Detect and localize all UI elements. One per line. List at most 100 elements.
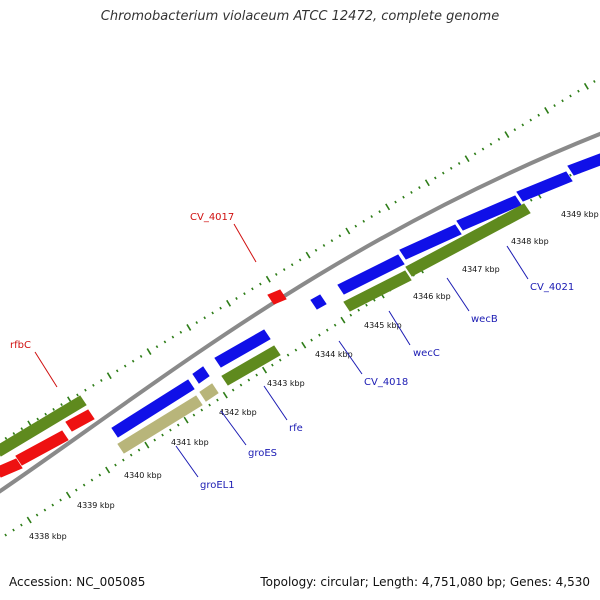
CV_4017-feature[interactable] [267,289,287,305]
gene-feature[interactable] [399,224,462,260]
gene-label[interactable]: groES [248,448,277,459]
minor-tick [278,358,282,362]
groEL1-feature[interactable] [111,379,195,438]
gene-feature[interactable] [199,383,219,402]
CV_4018-feature[interactable] [310,294,327,310]
red-feature-b[interactable] [0,458,23,478]
gene-feature[interactable] [310,294,327,310]
gene-label[interactable]: groEL1 [200,480,235,491]
gene-feature[interactable] [567,152,600,176]
gene-feature[interactable] [0,395,87,457]
gene-label-leader [338,340,363,375]
major-tick [186,324,192,331]
minor-tick [52,407,55,411]
gene-feature[interactable] [343,270,412,312]
gene-feature[interactable] [214,329,271,368]
major-tick [26,516,32,524]
gene-label-leader [175,445,199,478]
gene-feature[interactable] [516,171,573,202]
outer-tick-ring [4,80,596,440]
pale-feature-b[interactable] [199,383,219,402]
reverse-feature-c[interactable] [405,203,531,277]
minor-tick [441,171,445,175]
minor-tick [434,176,437,180]
minor-tick [349,313,353,317]
minor-tick [4,533,8,537]
gene-feature[interactable] [117,395,203,454]
wecB-feature[interactable] [399,224,462,260]
wecC-feature[interactable] [337,254,405,295]
minor-tick [310,338,313,342]
minor-tick [569,94,572,98]
minor-tick [211,311,214,315]
major-tick [226,299,232,307]
tick-label: 4346 kbp [413,292,451,301]
gene-feature[interactable] [111,379,195,438]
gene-feature[interactable] [456,195,522,231]
minor-tick [139,354,143,358]
gene-labels: rfbC CV_4017 groEL1 groES rfe CV_4018 wecC wecB… [10,212,574,491]
reverse-feature-a[interactable] [221,345,281,386]
major-tick [144,441,150,449]
gene-label-leader [220,410,247,446]
minor-tick [365,303,368,307]
minor-tick [362,219,366,223]
map-title: Chromobacterium violaceum ATCC 12472, co… [100,9,500,24]
minor-tick [473,152,477,156]
minor-tick [457,162,461,165]
minor-tick [195,321,199,325]
gene-label[interactable]: wecC [413,348,440,359]
gene-feature-a[interactable] [516,171,573,202]
gene-feature[interactable] [405,203,531,277]
CV_4021-feature[interactable] [456,195,522,231]
gene-feature[interactable] [65,409,95,432]
minor-tick [243,292,246,296]
major-tick [345,227,351,235]
gene-feature[interactable] [337,254,405,295]
rfbC-feature[interactable] [65,409,95,432]
major-tick [544,107,550,114]
gene-label[interactable]: CV_4018 [364,377,408,388]
gene-label[interactable]: rfe [289,423,303,434]
tick-label: 4342 kbp [219,408,257,417]
rfe-feature[interactable] [214,329,271,368]
minor-tick [298,258,302,262]
minor-tick [271,363,274,367]
gene-feature-b[interactable] [567,152,600,176]
gene-feature[interactable] [267,289,287,305]
major-tick [106,372,112,380]
gene-label[interactable]: CV_4021 [530,282,574,293]
minor-tick [593,80,596,83]
gene-feature[interactable] [15,430,69,466]
tick-label: 4345 kbp [364,321,402,330]
major-tick [183,416,189,424]
minor-tick [333,323,337,327]
major-tick [424,179,430,187]
major-tick [504,131,510,138]
gene-label[interactable]: CV_4017 [190,212,234,223]
gene-feature[interactable] [192,366,210,384]
gene-label-leader [446,277,470,312]
gene-label[interactable]: wecB [471,314,498,325]
gene-label-leader [263,385,288,421]
minor-tick [153,438,157,442]
minor-tick [402,195,405,199]
reverse-feature-b[interactable] [343,270,412,312]
groES-feature[interactable] [192,366,210,384]
gene-feature[interactable] [221,345,281,386]
minor-tick [286,353,290,357]
minor-tick [322,244,326,247]
gene-label[interactable]: rfbC [10,340,31,351]
pale-feature-a[interactable] [117,395,203,454]
minor-tick [36,417,40,421]
reverse-feature-d[interactable] [0,395,87,457]
minor-tick [553,104,556,108]
minor-tick [259,282,262,286]
major-tick [105,466,111,474]
minor-tick [179,330,183,334]
minor-tick [489,142,493,146]
red-feature-a[interactable] [15,430,69,466]
gene-feature[interactable] [0,458,23,478]
genome-summary-text: Topology: circular; Length: 4,751,080 bp… [260,575,590,589]
